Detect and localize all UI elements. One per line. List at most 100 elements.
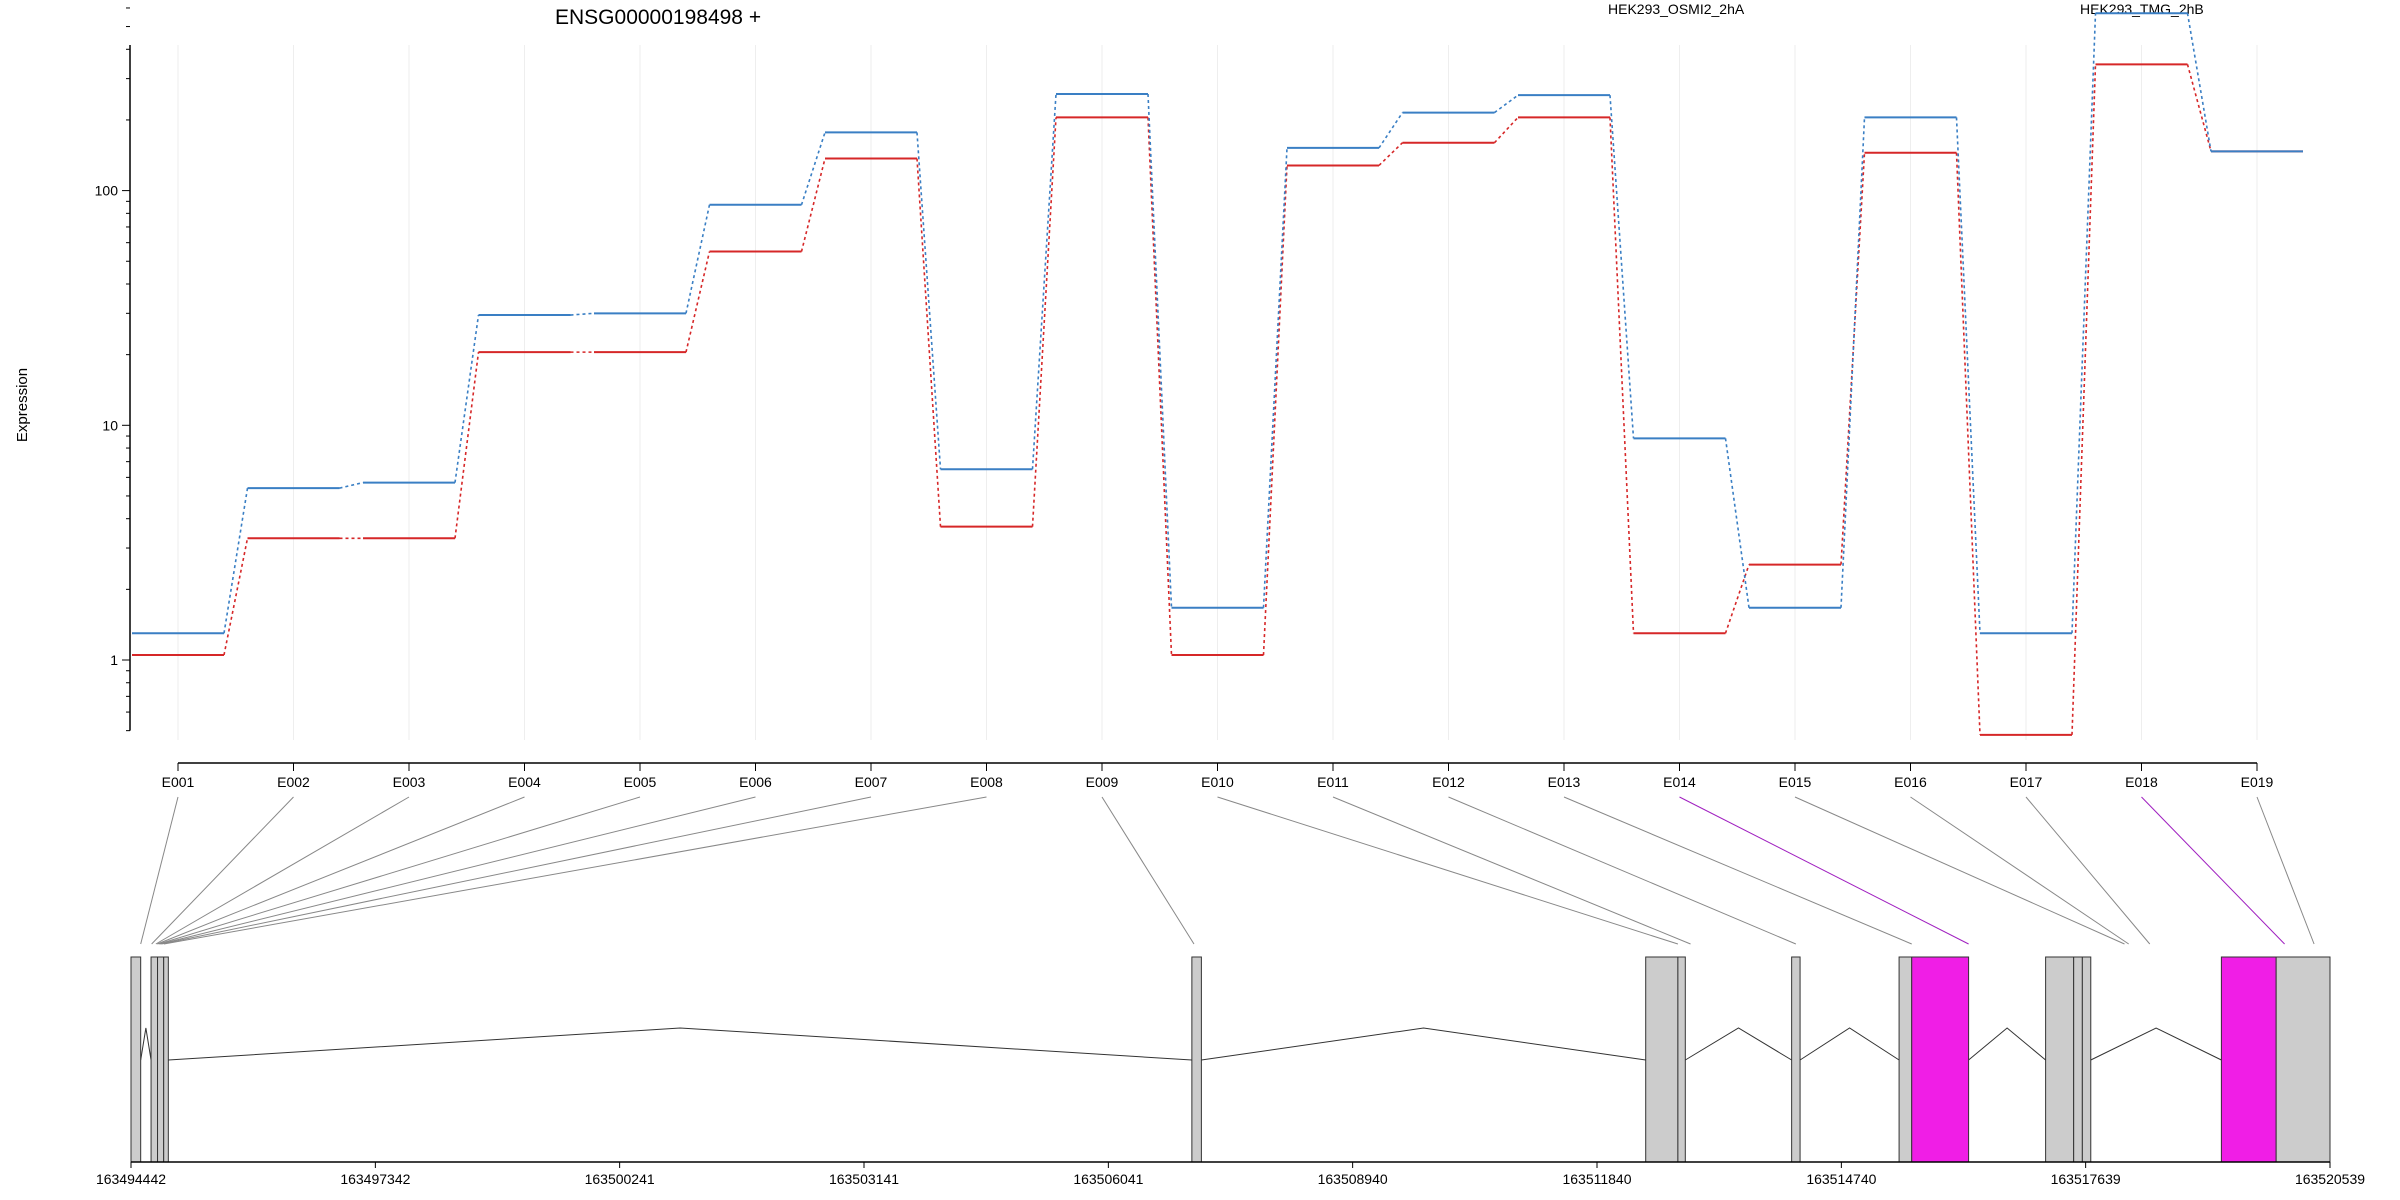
intron-line	[1685, 1027, 1792, 1061]
legend-entry-tmg: HEK293_TMG_2hB	[2080, 1, 2204, 17]
connector-E017	[2071, 64, 2097, 735]
connector-E013	[1609, 117, 1635, 634]
connector-E012	[1493, 116, 1519, 144]
exon-box	[1911, 956, 1970, 1163]
coordinate-tick-label: 163494442	[96, 1171, 166, 1187]
x-tick-label-E005: E005	[624, 774, 657, 790]
connector-E006	[800, 132, 826, 206]
x-tick-label-E019: E019	[2241, 774, 2274, 790]
exon-box	[2220, 956, 2277, 1163]
connector-E002	[339, 481, 364, 489]
coordinate-tick-label: 163497342	[340, 1171, 410, 1187]
connector-line-E018	[2141, 796, 2285, 945]
connector-line-E017	[2025, 796, 2151, 945]
x-tick-label-E003: E003	[393, 774, 426, 790]
x-tick-label-E004: E004	[508, 774, 541, 790]
x-axis: E001 E002 E003 E004 E005 E006 E007 E008 E009 E010…	[162, 762, 2274, 790]
x-tick-label-E007: E007	[855, 774, 888, 790]
connector-E011	[1378, 112, 1404, 149]
series-2	[132, 12, 2303, 635]
x-tick-label-E010: E010	[1201, 774, 1234, 790]
exon-box	[1645, 956, 1679, 1163]
exon-box	[2045, 956, 2075, 1163]
connector-E015	[1840, 152, 1866, 565]
exon-box	[2081, 956, 2092, 1163]
intron-line	[168, 1027, 1192, 1061]
connector-line-E016	[1910, 796, 2129, 945]
connector-line-E006	[160, 796, 756, 945]
coordinate-tick-label: 163508940	[1318, 1171, 1388, 1187]
connector-line-E008	[163, 796, 987, 945]
exon-connectors	[140, 796, 2315, 945]
connector-line-E009	[1101, 796, 1195, 945]
genomic-coordinate-axis: 163494442 163497342 163500241 163503141 1635…	[96, 1161, 2365, 1187]
series-lines	[132, 12, 2303, 736]
connector-line-E015	[1794, 796, 2125, 945]
intron-line	[2090, 1027, 2222, 1061]
connector-E001	[223, 487, 249, 634]
coordinate-tick-label: 163511840	[1562, 1171, 1631, 1187]
connector-E015	[1840, 117, 1866, 608]
gene-model: 163494442 163497342 163500241 163503141 1635…	[96, 956, 2365, 1187]
exon-box	[150, 956, 159, 1163]
exon-box	[1791, 956, 1801, 1163]
x-tick-label-E009: E009	[1086, 774, 1119, 790]
connector-E004	[570, 312, 595, 316]
exon-boxes	[130, 956, 2331, 1163]
connector-E017	[2071, 13, 2097, 634]
x-tick-label-E013: E013	[1548, 774, 1581, 790]
connector-E012	[1494, 94, 1519, 114]
connector-E009	[1147, 117, 1173, 656]
connector-line-E013	[1563, 796, 1912, 945]
coordinate-tick-label: 163517639	[2051, 1171, 2121, 1187]
intron-lines	[140, 1027, 2222, 1061]
exon-box	[163, 956, 169, 1163]
connector-line-E019	[2256, 796, 2315, 945]
connector-E010	[1262, 147, 1288, 608]
connector-E014	[1724, 438, 1750, 608]
x-tick-label-E006: E006	[739, 774, 772, 790]
x-tick-label-E001: E001	[162, 774, 195, 790]
connector-line-E010	[1217, 796, 1679, 945]
exon-box	[1677, 956, 1686, 1163]
connector-line-E014	[1679, 796, 1969, 945]
connector-line-E012	[1448, 796, 1797, 945]
y-axis-label: Expression	[14, 368, 31, 442]
exon-box	[1191, 956, 1202, 1163]
connector-E001	[223, 538, 249, 656]
intron-line	[1968, 1027, 2046, 1061]
connector-line-E004	[157, 796, 525, 945]
connector-E008	[1031, 117, 1057, 527]
coordinate-tick-label: 163500241	[585, 1171, 655, 1187]
connector-E007	[916, 132, 942, 470]
connector-E018	[2186, 64, 2212, 152]
x-tick-label-E015: E015	[1779, 774, 1812, 790]
exon-box	[2275, 956, 2331, 1163]
x-tick-label-E012: E012	[1432, 774, 1465, 790]
connector-E005	[685, 251, 711, 353]
exon-box	[157, 956, 165, 1163]
gridlines	[177, 45, 2258, 740]
connector-E018	[2186, 13, 2212, 152]
connector-line-E002	[151, 796, 294, 945]
x-tick-label-E018: E018	[2125, 774, 2158, 790]
exon-box	[2073, 956, 2083, 1163]
exon-box	[130, 956, 142, 1163]
x-tick-label-E016: E016	[1894, 774, 1927, 790]
connector-E006	[800, 158, 826, 252]
intron-line	[1799, 1027, 1900, 1061]
intron-line	[140, 1027, 152, 1061]
connector-E003	[454, 314, 480, 483]
connector-line-E005	[158, 796, 641, 945]
coordinate-tick-label: 163520539	[2295, 1171, 2365, 1187]
connector-E016	[1955, 117, 1981, 634]
coordinate-tick-label: 163506041	[1073, 1171, 1143, 1187]
x-tick-label-E014: E014	[1663, 774, 1696, 790]
connector-E007	[916, 158, 942, 527]
connector-line-E011	[1332, 796, 1691, 945]
x-tick-label-E011: E011	[1317, 774, 1349, 790]
intron-line	[1201, 1027, 1646, 1061]
y-tick-label: 100	[95, 183, 119, 199]
